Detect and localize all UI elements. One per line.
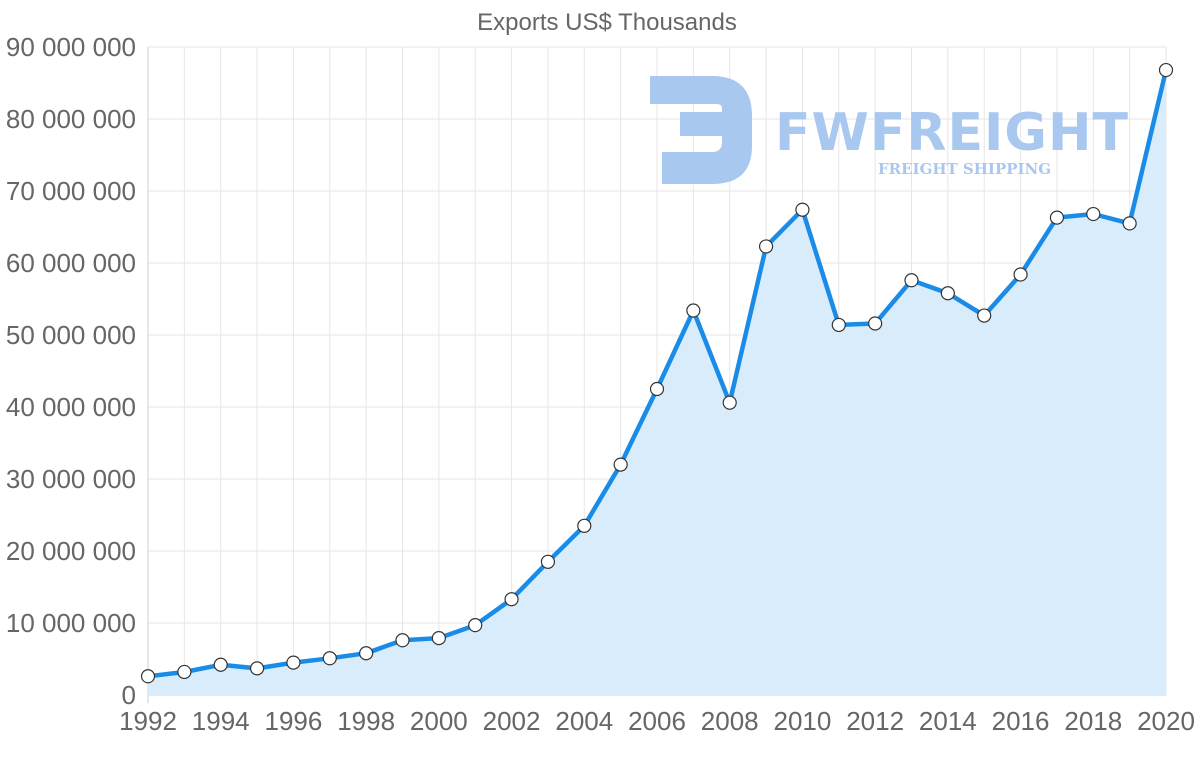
data-point-2001[interactable] — [468, 618, 483, 633]
data-point-2002[interactable] — [504, 592, 519, 607]
x-axis-ticks: 1992 1994 1996 1998 2000 2002 2004 2006 2008 2010… — [119, 706, 1195, 736]
data-point-2019[interactable] — [1122, 216, 1137, 231]
y-tick-label: 0 — [122, 680, 136, 710]
logo-shape — [650, 76, 752, 184]
data-point-1994[interactable] — [213, 657, 228, 672]
y-tick-label: 60 000 000 — [6, 248, 136, 278]
x-tick-label: 2016 — [992, 706, 1050, 736]
x-tick-label: 2020 — [1137, 706, 1195, 736]
x-tick-label: 2004 — [555, 706, 613, 736]
fwfreight-logo-icon — [650, 76, 752, 184]
data-point-1999[interactable] — [395, 633, 410, 648]
data-point-2008[interactable] — [722, 395, 737, 410]
x-tick-label: 1994 — [192, 706, 250, 736]
watermark-brand: FWFREIGHT — [775, 103, 1129, 163]
data-points — [140, 62, 1174, 684]
data-point-2005[interactable] — [613, 457, 628, 472]
y-axis-ticks: 0 10 000 000 20 000 000 30 000 000 40 000 00… — [6, 32, 136, 710]
data-point-1996[interactable] — [286, 655, 301, 670]
fwfreight-watermark: FWFREIGHT FREIGHT SHIPPING — [650, 76, 1129, 184]
data-point-2015[interactable] — [977, 308, 992, 323]
x-tick-label: 2018 — [1064, 706, 1122, 736]
x-tick-label: 2008 — [701, 706, 759, 736]
data-point-2003[interactable] — [540, 554, 556, 569]
x-tick-label: 2012 — [846, 706, 904, 736]
data-point-2011[interactable] — [831, 317, 846, 333]
x-tick-label: 2000 — [410, 706, 468, 736]
data-point-1995[interactable] — [249, 661, 265, 676]
data-point-2017[interactable] — [1049, 210, 1065, 225]
data-point-2013[interactable] — [904, 273, 919, 288]
data-point-2014[interactable] — [940, 286, 955, 301]
x-tick-label: 1996 — [265, 706, 323, 736]
data-point-1992[interactable] — [140, 669, 156, 684]
data-point-2016[interactable] — [1013, 267, 1028, 282]
y-tick-label: 40 000 000 — [6, 392, 136, 422]
x-tick-label: 1992 — [119, 706, 177, 736]
y-tick-label: 80 000 000 — [6, 104, 136, 134]
y-tick-label: 70 000 000 — [6, 176, 136, 206]
data-point-1997[interactable] — [322, 651, 337, 666]
data-point-2010[interactable] — [795, 202, 810, 217]
y-tick-label: 90 000 000 — [6, 32, 136, 62]
data-point-2018[interactable] — [1086, 206, 1101, 222]
y-tick-label: 30 000 000 — [6, 464, 136, 494]
data-point-2000[interactable] — [431, 631, 446, 646]
watermark-tagline: FREIGHT SHIPPING — [878, 160, 1051, 178]
y-tick-label: 50 000 000 — [6, 320, 136, 350]
data-point-2012[interactable] — [868, 316, 883, 331]
x-tick-label: 2010 — [774, 706, 832, 736]
y-tick-label: 20 000 000 — [6, 536, 136, 566]
x-tick-label: 2002 — [483, 706, 541, 736]
data-point-2020[interactable] — [1158, 62, 1174, 78]
area-fill — [148, 70, 1166, 695]
data-point-1998[interactable] — [359, 646, 374, 661]
data-point-2007[interactable] — [686, 303, 701, 318]
data-point-2004[interactable] — [577, 518, 592, 533]
chart-title: Exports US$ Thousands — [477, 9, 737, 36]
data-point-1993[interactable] — [177, 664, 192, 680]
x-tick-label: 2006 — [628, 706, 686, 736]
data-point-2009[interactable] — [758, 239, 774, 254]
data-point-2006[interactable] — [649, 381, 665, 397]
x-tick-label: 2014 — [919, 706, 977, 736]
y-tick-label: 10 000 000 — [6, 608, 136, 638]
x-tick-label: 1998 — [337, 706, 395, 736]
